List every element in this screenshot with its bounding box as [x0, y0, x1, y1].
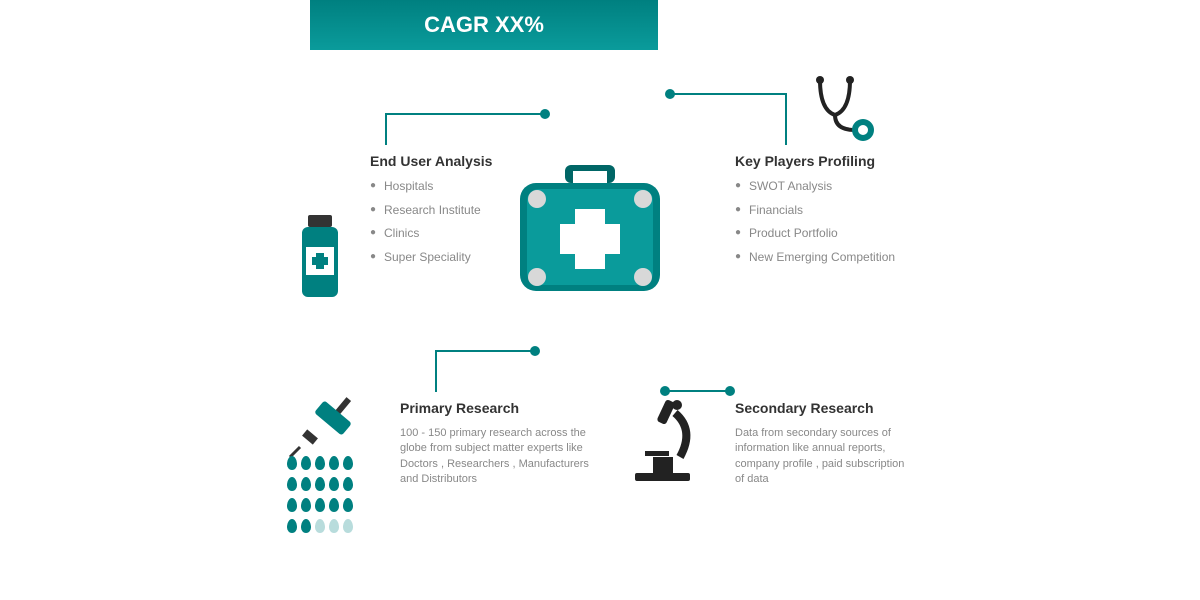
- connector-line: [435, 350, 535, 352]
- drop-icon: [343, 477, 353, 491]
- secondary-title: Secondary Research: [735, 400, 915, 416]
- drop-icon: [343, 519, 353, 533]
- key-players-bullets: SWOT Analysis Financials Product Portfol…: [735, 179, 905, 265]
- list-item: Hospitals: [370, 179, 510, 195]
- secondary-research-section: Secondary Research Data from secondary s…: [735, 400, 915, 488]
- connector-dot: [665, 89, 675, 99]
- primary-desc: 100 - 150 primary research across the gl…: [400, 426, 600, 488]
- drop-icon: [287, 456, 297, 470]
- cagr-banner: CAGR XX%: [310, 0, 658, 50]
- connector-dot: [530, 346, 540, 356]
- drop-icon: [329, 498, 339, 512]
- end-user-title: End User Analysis: [370, 153, 510, 169]
- drops-grid: [285, 455, 385, 539]
- connector-line: [670, 93, 785, 95]
- connector-dot: [660, 386, 670, 396]
- drop-icon: [315, 519, 325, 533]
- drop-icon: [315, 477, 325, 491]
- key-players-section: Key Players Profiling SWOT Analysis Fina…: [735, 153, 905, 273]
- drop-icon: [301, 477, 311, 491]
- primary-title: Primary Research: [400, 400, 600, 416]
- drop-icon: [315, 456, 325, 470]
- list-item: New Emerging Competition: [735, 250, 905, 266]
- drop-icon: [301, 519, 311, 533]
- drop-icon: [287, 477, 297, 491]
- connector-dot: [540, 109, 550, 119]
- stethoscope-icon: [805, 75, 885, 145]
- key-players-title: Key Players Profiling: [735, 153, 905, 169]
- drop-icon: [343, 456, 353, 470]
- medical-kit-icon: [515, 165, 665, 295]
- drop-icon: [315, 498, 325, 512]
- drop-icon: [287, 498, 297, 512]
- microscope-icon: [625, 395, 705, 485]
- secondary-desc: Data from secondary sources of informati…: [735, 426, 915, 488]
- drop-icon: [329, 519, 339, 533]
- connector-line: [385, 113, 387, 145]
- connector-dot: [725, 386, 735, 396]
- connector-line: [385, 113, 545, 115]
- list-item: Financials: [735, 203, 905, 219]
- drop-icon: [343, 498, 353, 512]
- drop-icon: [301, 498, 311, 512]
- connector-line: [435, 350, 437, 392]
- end-user-section: End User Analysis Hospitals Research Ins…: [370, 153, 510, 273]
- list-item: SWOT Analysis: [735, 179, 905, 195]
- drop-icon: [329, 477, 339, 491]
- connector-line: [665, 390, 730, 392]
- list-item: Super Speciality: [370, 250, 510, 266]
- drop-icon: [329, 456, 339, 470]
- drop-icon: [301, 456, 311, 470]
- connector-line: [785, 93, 787, 145]
- list-item: Clinics: [370, 226, 510, 242]
- list-item: Research Institute: [370, 203, 510, 219]
- primary-research-section: Primary Research 100 - 150 primary resea…: [400, 400, 600, 488]
- drop-icon: [287, 519, 297, 533]
- medicine-bottle-icon: [290, 215, 350, 300]
- end-user-bullets: Hospitals Research Institute Clinics Sup…: [370, 179, 510, 265]
- list-item: Product Portfolio: [735, 226, 905, 242]
